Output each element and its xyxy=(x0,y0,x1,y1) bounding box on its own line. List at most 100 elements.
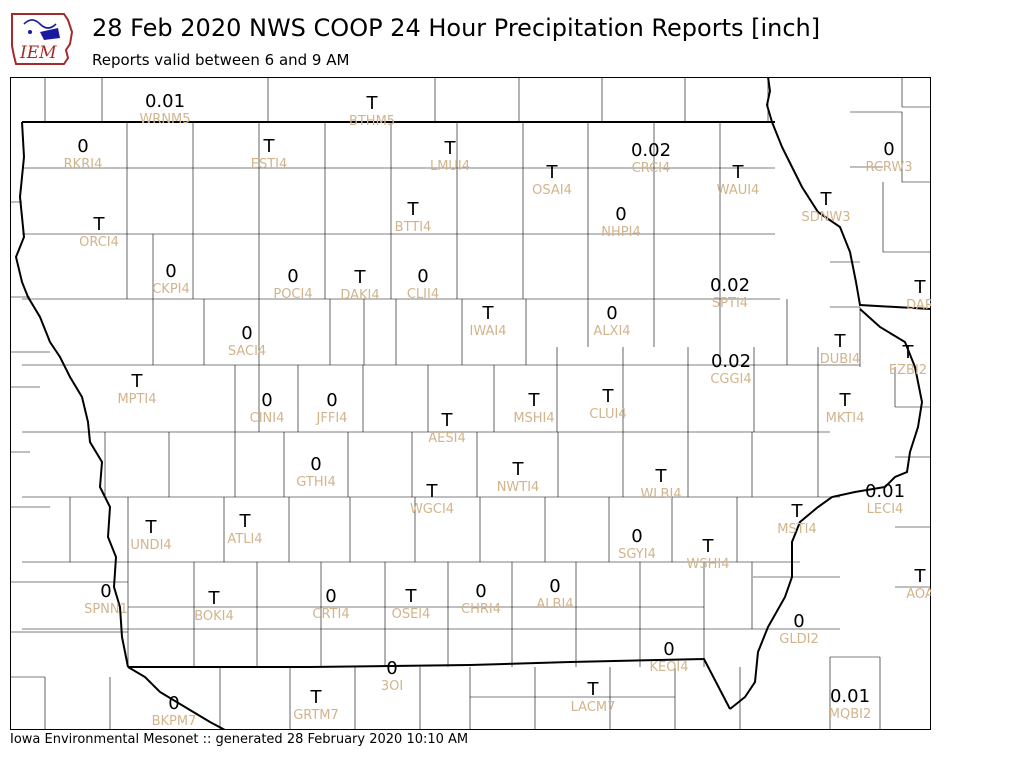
station-value: T xyxy=(407,199,420,220)
station-label: CHRI4 xyxy=(461,602,501,617)
station-label: SACI4 xyxy=(228,344,266,359)
station-label: SPNN1 xyxy=(84,602,128,617)
station-label: MSHI4 xyxy=(513,411,554,426)
station-value: 0.01 xyxy=(830,686,870,707)
station-value: 0 xyxy=(615,204,626,225)
station-value: T xyxy=(263,136,276,157)
station-value: T xyxy=(839,390,852,411)
station-value: 0.01 xyxy=(865,481,905,502)
station-label: MQBI2 xyxy=(829,707,871,722)
station-label: JFFI4 xyxy=(316,411,348,426)
station-value: T xyxy=(587,679,600,700)
station-label: GTHI4 xyxy=(296,475,335,490)
station-label: EZBI2 xyxy=(889,363,927,378)
station-value: T xyxy=(914,277,927,298)
station-value: 0 xyxy=(325,586,336,607)
station-value: T xyxy=(902,342,915,363)
station-value: 0 xyxy=(310,454,321,475)
station-value: 0 xyxy=(631,526,642,547)
station-value: T xyxy=(208,588,221,609)
station-label: BTTI4 xyxy=(395,220,432,235)
station-value: 0 xyxy=(883,139,894,160)
station-label: DAKI4 xyxy=(340,288,379,303)
station-label: NWTI4 xyxy=(497,480,540,495)
station-value: T xyxy=(310,687,323,708)
station-label: LMUI4 xyxy=(430,159,470,174)
station-value: T xyxy=(702,536,715,557)
station-value: T xyxy=(732,162,745,183)
station-value: 0 xyxy=(287,266,298,287)
station-value: T xyxy=(93,214,106,235)
station-label: CLUI4 xyxy=(589,407,626,422)
station-value: 0.02 xyxy=(631,140,671,161)
station-label: AESI4 xyxy=(428,431,465,446)
station-label: WLBI4 xyxy=(640,487,681,502)
footer-credit: Iowa Environmental Mesonet :: generated … xyxy=(10,732,469,747)
station-value: 0 xyxy=(326,390,337,411)
station-label: MPTI4 xyxy=(117,392,156,407)
station-value: T xyxy=(512,459,525,480)
station-label: NHPI4 xyxy=(601,225,640,240)
map-subtitle: Reports valid between 6 and 9 AM xyxy=(92,51,350,69)
station-value: T xyxy=(239,511,252,532)
station-label: ESTI4 xyxy=(251,157,288,172)
station-label: LACM7 xyxy=(571,700,616,715)
station-label: CRTI4 xyxy=(312,607,349,622)
station-label: MKTI4 xyxy=(826,411,865,426)
station-label: SGYI4 xyxy=(618,547,656,562)
station-label: CKPI4 xyxy=(152,282,190,297)
station-label: SDNW3 xyxy=(801,210,850,225)
station-value: T xyxy=(655,466,668,487)
county-borders xyxy=(10,77,931,730)
station-label: RCRW3 xyxy=(865,160,912,175)
station-value: T xyxy=(131,371,144,392)
station-label: SPTI4 xyxy=(712,296,748,311)
state-borders xyxy=(14,77,931,730)
station-label: ORCI4 xyxy=(79,235,119,250)
station-label: BTHM5 xyxy=(349,114,395,129)
station-value: T xyxy=(820,189,833,210)
station-value: T xyxy=(145,517,158,538)
station-value: T xyxy=(426,481,439,502)
station-value: 0 xyxy=(77,136,88,157)
station-label: WSHI4 xyxy=(687,557,730,572)
station-value: 0 xyxy=(417,266,428,287)
station-label: KEOI4 xyxy=(649,660,688,675)
